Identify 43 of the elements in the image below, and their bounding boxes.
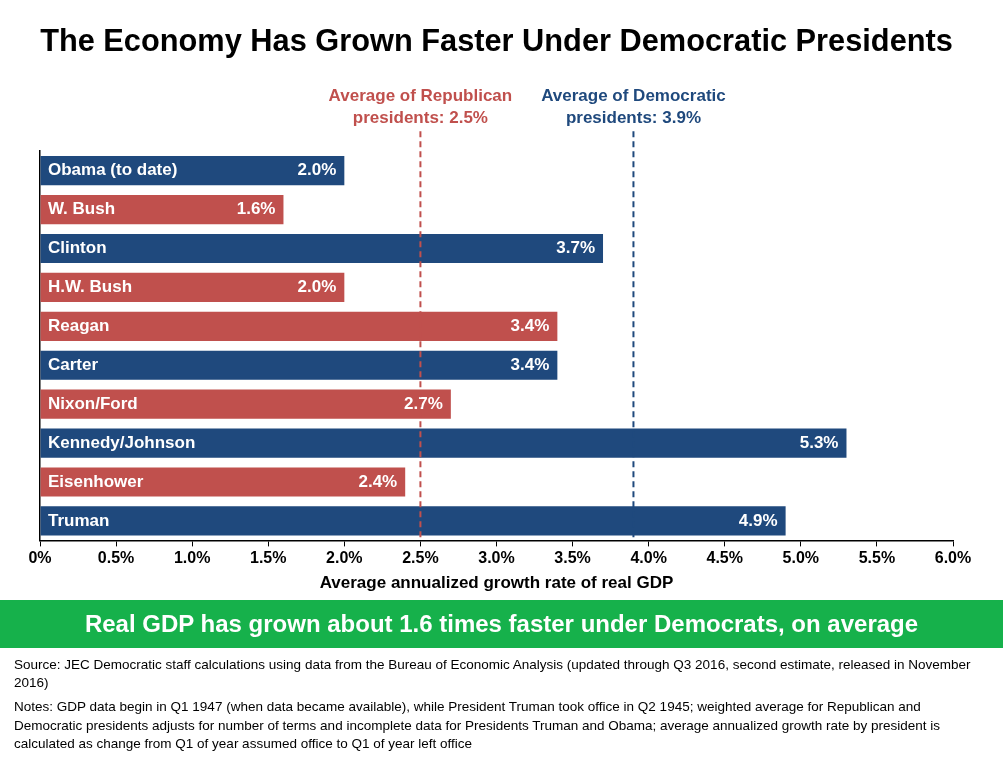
source-note: Source: JEC Democratic staff calculations using data from the Bureau of Economic Analysis (updated through Q3 2016, second estimate, released in November 2016) [14,656,972,693]
text: Notes: GDP data begin in Q1 1947 (when data became available), while President Truman took office in Q2 1945; weighted average for Republican and Democratic presidents adjusts for number of terms and incomplete data for Presidents Truman and Obama; average annualized growth rate by president is calculated as change from Q1 of year assumed office to Q1 of year left office [14,698,941,753]
bar [40,350,558,380]
data-label: 2.4% [358,471,398,491]
y-tick-label: Clinton [48,238,107,258]
data-label: 5.3% [799,432,839,452]
x-tick-label: 2.5% [402,549,439,567]
x-tick-label: 0% [28,549,52,567]
x-tick-label: 0.5% [97,549,135,567]
ref-line-label: Average of Republican presidents: 2.5% [328,86,513,128]
data-label: 4.9% [738,510,778,530]
x-axis-title: Average annualized growth rate of real GDP [319,573,674,593]
data-label: 3.7% [556,238,596,258]
data-label: 2.7% [404,393,443,413]
data-label: 3.4% [510,354,550,374]
y-tick-label: Reagan [48,316,110,336]
y-tick-label: H.W. Bush [48,277,133,297]
x-tick-label: 2.0% [326,549,363,567]
y-tick-label: Nixon/Ford [48,393,138,413]
chart-title: The Economy Has Grown Faster Under Democratic Presidents [40,23,953,59]
ref-line-label: Average of Democratic presidents: 3.9% [541,86,726,128]
data-label: 2.0% [297,160,337,180]
bar [40,233,604,264]
data-label: 3.4% [510,316,550,336]
y-tick-label: W. Bush [48,199,116,219]
x-tick-label: 4.0% [630,549,667,567]
banner: Real GDP has grown about 1.6 times faster under Democrats, on average [0,600,1003,648]
bar [40,467,406,497]
x-tick-label: 1.0% [173,549,211,567]
y-tick-label: Obama (to date) [48,160,178,180]
y-tick-label: Truman [48,510,110,530]
x-tick-label: 6.0% [934,549,972,567]
y-tick-label: Kennedy/Johnson [48,432,196,452]
y-tick-label: Carter [48,354,99,374]
data-label: 2.0% [297,277,337,297]
x-tick-label: 5.0% [782,549,820,567]
x-tick-label: 5.5% [858,549,896,567]
x-tick-label: 1.5% [250,549,287,567]
x-tick-label: 3.0% [478,549,515,567]
x-tick-label: 3.5% [554,549,591,567]
data-label: 1.6% [236,199,276,219]
x-tick-label: 4.5% [706,549,743,567]
y-tick-label: Eisenhower [48,471,144,491]
